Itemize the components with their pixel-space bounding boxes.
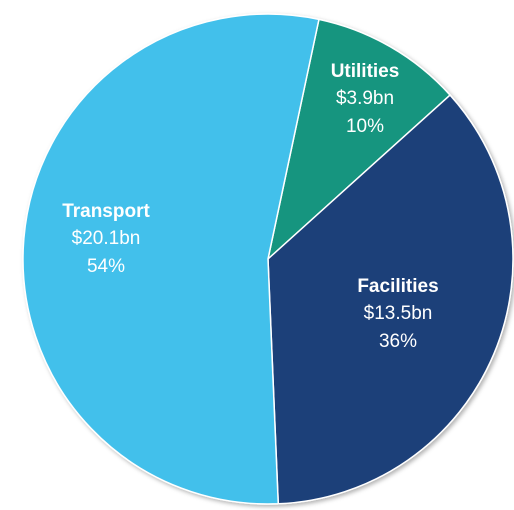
category-label: Transport: [62, 201, 150, 222]
amount-label: $13.5bn: [364, 303, 433, 324]
pie: [22, 13, 514, 505]
amount-label: $20.1bn: [72, 228, 141, 249]
pie-slice: [22, 13, 320, 505]
pie-slice: [267, 94, 514, 505]
percent-label: 54%: [87, 256, 125, 277]
category-label: Facilities: [357, 276, 438, 297]
category-label: Utilities: [331, 61, 400, 82]
percent-label: 36%: [379, 331, 417, 352]
labels: Utilities $3.9bn 10% Facilities $13.5bn 36% Tr…: [62, 61, 438, 352]
pie-slice: [266, 18, 452, 262]
percent-label: 10%: [346, 116, 384, 137]
amount-label: $3.9bn: [336, 88, 394, 109]
